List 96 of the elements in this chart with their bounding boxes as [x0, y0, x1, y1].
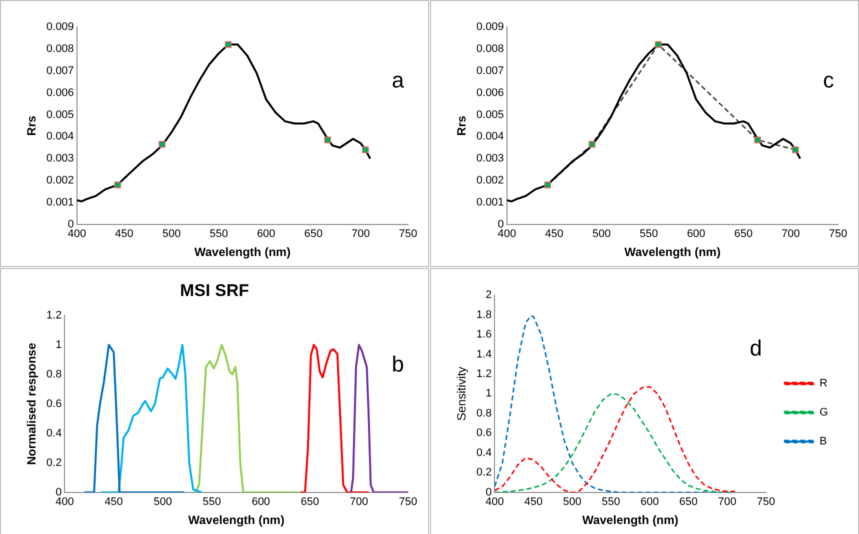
y-tick-label: 0.4: [476, 446, 492, 459]
x-tick-label: 600: [256, 228, 276, 240]
y-tick-label: 0.2: [476, 466, 492, 479]
x-tick-label: 750: [398, 496, 418, 508]
x-tick-label: 550: [602, 496, 620, 508]
point: [544, 182, 551, 188]
y-tick-label: 2: [486, 289, 492, 302]
x-tick-label: 400: [486, 496, 504, 508]
y-tick-label: 1.2: [476, 368, 492, 380]
y-tick-label: 0: [498, 218, 504, 230]
y-tick-label: 0.007: [476, 64, 504, 77]
x-tick-label: 450: [104, 496, 123, 508]
x-tick-label: 450: [524, 496, 543, 508]
x-tick-label: 500: [592, 228, 611, 240]
y-tick-label: 0.004: [46, 130, 74, 143]
legend-label: B: [819, 436, 827, 448]
y-tick-label: 0.005: [476, 108, 504, 121]
x-axis-title: Wavelength (nm): [624, 245, 721, 260]
annotation: b: [392, 351, 404, 376]
y-tick-label: 1.2: [46, 309, 62, 322]
point: [158, 141, 166, 148]
x-tick-label: 600: [686, 228, 706, 240]
y-axis-title: Rrs: [24, 115, 39, 136]
point: [654, 41, 662, 48]
y-tick-label: 0: [56, 486, 62, 498]
x-tick-label: 600: [252, 496, 270, 508]
y-tick-label: 0.001: [476, 196, 504, 208]
point: [754, 136, 761, 144]
y-tick-label: 0.002: [46, 174, 74, 187]
y-tick-label: 1.6: [476, 328, 492, 341]
x-tick-label: 650: [734, 228, 753, 240]
y-tick-label: 0.6: [46, 398, 62, 410]
y-tick-label: 0.008: [476, 42, 504, 55]
y-axis-title: Rrs: [454, 115, 469, 136]
x-axis-title: Wavelength (nm): [194, 245, 291, 260]
x-tick-label: 750: [398, 228, 418, 240]
y-tick-label: 0.009: [476, 21, 504, 34]
annotation: c: [823, 67, 834, 92]
y-tick-label: 0.2: [46, 456, 62, 469]
x-tick-label: 500: [154, 496, 172, 508]
x-axis-title: Wavelength (nm): [582, 513, 678, 528]
y-tick-label: 0.6: [476, 427, 492, 440]
x-tick-label: 500: [162, 228, 181, 240]
y-axis-title: Sensitivity: [454, 366, 469, 421]
legend-label: G: [819, 406, 828, 419]
x-tick-label: 700: [352, 228, 370, 240]
annotation: d: [750, 335, 762, 360]
x-axis-title: Wavelength (nm): [188, 513, 284, 528]
x-tick-label: 400: [68, 228, 86, 240]
y-tick-label: 0.006: [46, 86, 74, 99]
y-axis-title: Normalised response: [24, 342, 39, 465]
y-tick-label: 1: [486, 388, 492, 400]
x-tick-label: 600: [640, 496, 659, 508]
y-tick-label: 1: [56, 338, 62, 351]
point: [114, 182, 121, 188]
x-tick-label: 500: [563, 496, 582, 508]
y-tick-label: 0.001: [46, 196, 74, 208]
y-tick-label: 1.8: [476, 308, 492, 321]
x-tick-label: 750: [756, 496, 776, 508]
point: [588, 141, 596, 148]
y-tick-label: 0.003: [46, 152, 74, 165]
y-tick-label: 0.008: [46, 42, 74, 55]
y-tick-label: 0.4: [46, 427, 62, 440]
x-tick-label: 650: [304, 228, 323, 240]
x-tick-label: 400: [498, 228, 516, 240]
annotation: a: [392, 67, 405, 92]
y-tick-label: 0.007: [46, 64, 74, 77]
y-tick-label: 0: [68, 218, 74, 230]
x-tick-label: 400: [56, 496, 74, 508]
x-tick-label: 700: [350, 496, 368, 508]
legend-label: R: [819, 378, 828, 390]
y-tick-label: 0.009: [46, 21, 74, 34]
x-tick-label: 450: [545, 228, 564, 240]
x-tick-label: 700: [718, 496, 736, 508]
y-tick-label: 0: [486, 486, 492, 498]
point: [224, 41, 232, 48]
x-tick-label: 550: [640, 228, 658, 240]
chart-title: MSI SRF: [180, 280, 249, 300]
point: [792, 146, 799, 154]
y-tick-label: 0.005: [46, 108, 74, 121]
x-tick-label: 550: [210, 228, 228, 240]
x-tick-label: 750: [828, 228, 848, 240]
y-tick-label: 0.006: [476, 86, 504, 99]
x-tick-label: 650: [300, 496, 320, 508]
y-tick-label: 0.003: [476, 152, 504, 165]
y-tick-label: 0.8: [46, 368, 62, 380]
x-tick-label: 700: [782, 228, 800, 240]
y-tick-label: 0.002: [476, 174, 504, 187]
point: [324, 136, 331, 144]
y-tick-label: 0.004: [476, 130, 504, 143]
x-tick-label: 650: [679, 496, 698, 508]
y-tick-label: 0.8: [476, 407, 492, 420]
y-tick-label: 1.4: [476, 348, 492, 360]
x-tick-label: 450: [115, 228, 134, 240]
x-tick-label: 550: [202, 496, 222, 508]
point: [362, 146, 369, 154]
